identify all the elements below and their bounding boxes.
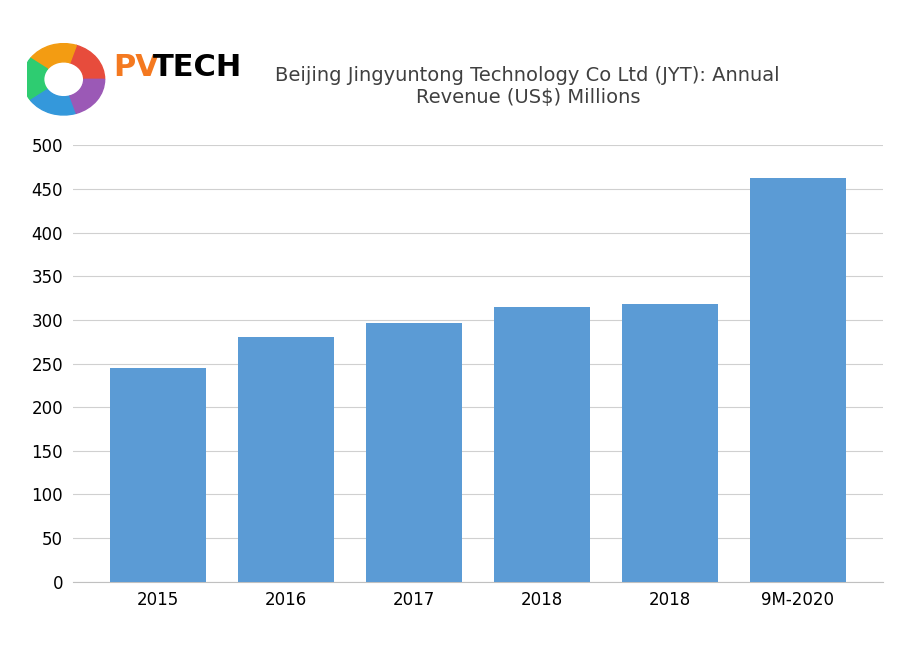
Text: PV: PV xyxy=(114,53,159,82)
Wedge shape xyxy=(23,58,47,100)
Bar xyxy=(750,178,846,582)
Wedge shape xyxy=(70,46,105,79)
Text: Beijing Jingyuntong Technology Co Ltd (JYT): Annual
Revenue (US$) Millions: Beijing Jingyuntong Technology Co Ltd (J… xyxy=(276,66,780,107)
Bar xyxy=(622,304,718,582)
Wedge shape xyxy=(31,44,76,69)
Bar xyxy=(494,307,590,582)
Bar xyxy=(238,337,334,582)
Wedge shape xyxy=(70,79,105,113)
Text: TECH: TECH xyxy=(153,53,242,82)
Wedge shape xyxy=(31,90,76,115)
Bar xyxy=(366,323,461,582)
Bar xyxy=(109,368,206,582)
